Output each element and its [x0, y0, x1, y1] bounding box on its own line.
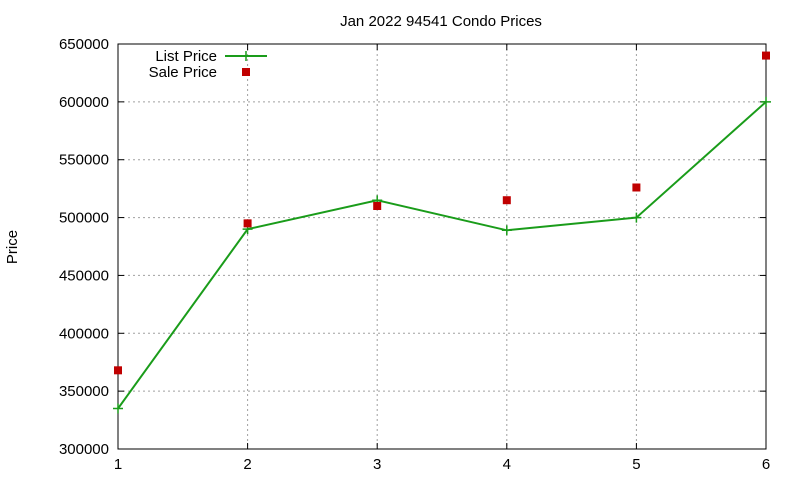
- data-point-plus: [113, 403, 123, 414]
- data-point-square: [114, 366, 122, 375]
- x-tick-label: 6: [762, 456, 770, 473]
- data-point-plus: [761, 96, 771, 107]
- x-tick-labels: 1 2 3 4 5 6: [114, 456, 770, 473]
- series-2: [114, 51, 770, 375]
- legend-label: Sale Price: [149, 64, 217, 81]
- y-tick-labels: 300000 350000 400000 450000 500000 550000 6000…: [59, 36, 109, 458]
- data-point-square: [502, 196, 511, 205]
- y-tick-label: 550000: [59, 152, 109, 169]
- data-point-square: [373, 202, 382, 210]
- data-point-square: [632, 183, 641, 192]
- legend-label: List Price: [155, 48, 217, 65]
- series-1: [113, 96, 771, 414]
- series-line: [117, 101, 767, 410]
- data-point-plus: [501, 225, 512, 236]
- x-tick-label: 4: [503, 456, 511, 473]
- y-tick-label: 350000: [59, 383, 109, 400]
- chart-title: Jan 2022 94541 Condo Prices: [340, 13, 542, 30]
- data-point-plus: [631, 212, 642, 223]
- axis-ticks: [117, 43, 767, 450]
- y-tick-label: 600000: [59, 94, 109, 111]
- series-layer: [113, 51, 771, 414]
- data-point-square: [243, 219, 252, 228]
- x-tick-label: 3: [373, 456, 381, 473]
- y-tick-label: 650000: [59, 36, 109, 53]
- legend-swatch-marker: [241, 51, 251, 61]
- grid: [118, 44, 766, 449]
- data-point-square: [762, 51, 770, 60]
- y-tick-label: 400000: [59, 325, 109, 342]
- x-tick-label: 2: [243, 456, 251, 473]
- legend-swatch-marker: [242, 68, 250, 76]
- x-tick-label: 5: [632, 456, 640, 473]
- plot-frame: [117, 43, 767, 450]
- y-axis-label: Price: [4, 230, 21, 264]
- y-tick-label: 300000: [59, 441, 109, 458]
- y-tick-label: 500000: [59, 210, 109, 227]
- y-tick-label: 450000: [59, 267, 109, 284]
- x-tick-label: 1: [114, 456, 122, 473]
